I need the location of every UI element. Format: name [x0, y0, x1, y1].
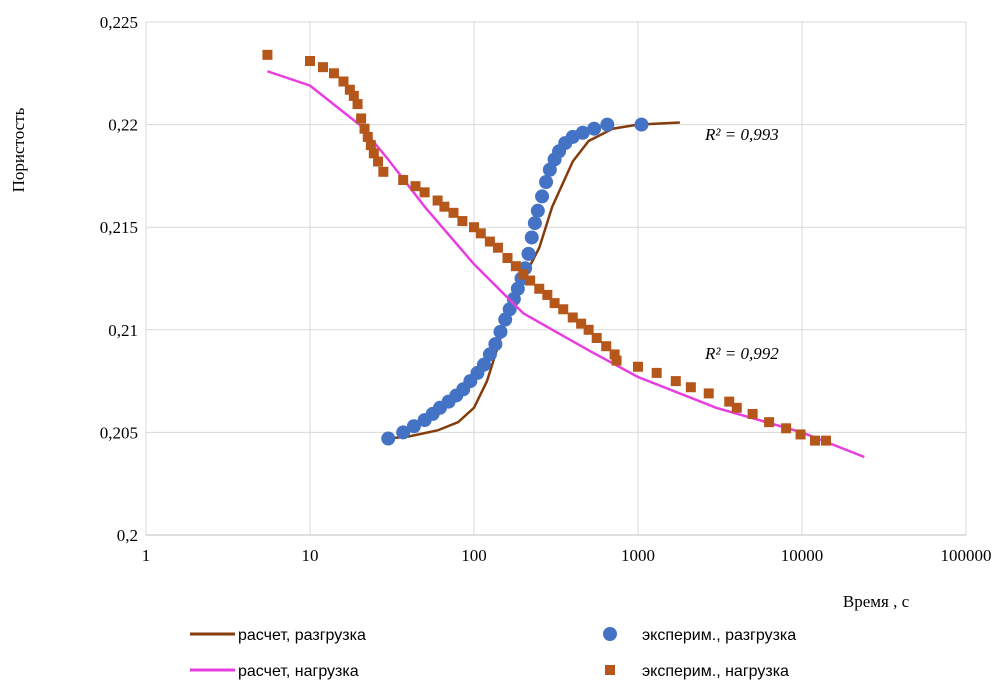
legend-label: эксперим., разгрузка	[642, 627, 796, 644]
point	[396, 425, 411, 440]
point	[432, 195, 443, 206]
legend-label: расчет, разгрузка	[238, 627, 366, 644]
point	[583, 324, 594, 335]
point	[558, 304, 569, 315]
point	[493, 324, 508, 339]
point	[820, 435, 831, 446]
point	[670, 376, 681, 387]
point	[764, 417, 775, 428]
point	[530, 203, 545, 218]
legend-label: расчет, нагрузка	[238, 663, 359, 680]
point	[368, 148, 379, 159]
point	[492, 242, 503, 253]
point	[502, 252, 513, 263]
point	[600, 117, 615, 132]
point	[448, 207, 459, 218]
point	[373, 156, 384, 167]
point	[317, 62, 328, 73]
point	[510, 261, 521, 272]
x-tick-label: 10000	[781, 546, 824, 565]
point	[542, 289, 553, 300]
legend-swatch	[603, 627, 617, 641]
point	[795, 429, 806, 440]
point	[731, 402, 742, 413]
point	[611, 355, 622, 366]
legend-label: эксперим., нагрузка	[642, 663, 789, 680]
point	[781, 423, 792, 434]
point	[348, 90, 359, 101]
point	[419, 187, 430, 198]
point	[809, 435, 820, 446]
point	[362, 131, 373, 142]
point	[634, 117, 649, 132]
y-tick-label: 0,215	[100, 218, 138, 237]
point	[633, 361, 643, 372]
point	[439, 201, 450, 212]
point	[488, 337, 503, 352]
annotation: R² = 0,993	[704, 125, 779, 144]
point	[549, 298, 560, 309]
x-tick-label: 1	[142, 546, 151, 565]
y-tick-label: 0,21	[108, 321, 138, 340]
y-tick-label: 0,225	[100, 13, 138, 32]
point	[457, 216, 468, 227]
y-tick-label: 0,22	[108, 116, 138, 135]
point	[576, 318, 587, 329]
point	[262, 49, 273, 60]
point	[527, 216, 542, 231]
point	[703, 388, 714, 399]
point	[567, 312, 578, 323]
point	[651, 367, 662, 378]
point	[352, 99, 363, 110]
x-axis-label: Время , с	[843, 592, 910, 611]
point	[524, 230, 539, 245]
x-tick-label: 100000	[941, 546, 992, 565]
point	[724, 396, 735, 407]
point	[475, 228, 486, 239]
y-tick-label: 0,205	[100, 423, 138, 442]
point	[575, 125, 590, 140]
point	[410, 181, 421, 192]
point	[534, 283, 545, 294]
point	[521, 246, 536, 261]
point	[356, 113, 367, 124]
point	[359, 123, 370, 134]
point	[381, 431, 396, 446]
line-series	[267, 70, 865, 459]
point	[484, 236, 495, 247]
y-tick-label: 0,2	[117, 526, 138, 545]
point	[747, 408, 758, 419]
point	[518, 269, 529, 280]
point	[587, 121, 602, 136]
point	[469, 222, 479, 233]
point	[482, 347, 497, 362]
annotation: R² = 0,992	[704, 344, 779, 363]
point	[378, 166, 389, 177]
point	[328, 68, 339, 79]
y-axis-label: Пористость	[9, 107, 28, 192]
point	[338, 76, 349, 87]
point	[305, 55, 315, 66]
point	[344, 84, 355, 95]
point	[525, 275, 536, 286]
legend-swatch	[605, 665, 615, 675]
point	[685, 382, 696, 393]
x-tick-label: 100	[461, 546, 487, 565]
x-tick-label: 1000	[621, 546, 655, 565]
point	[539, 175, 554, 190]
point	[398, 175, 409, 186]
point	[591, 333, 602, 344]
point	[406, 419, 421, 434]
point	[535, 189, 550, 204]
point	[601, 341, 612, 352]
x-tick-label: 10	[302, 546, 319, 565]
point	[476, 357, 491, 372]
point	[609, 349, 620, 360]
point	[365, 140, 376, 151]
